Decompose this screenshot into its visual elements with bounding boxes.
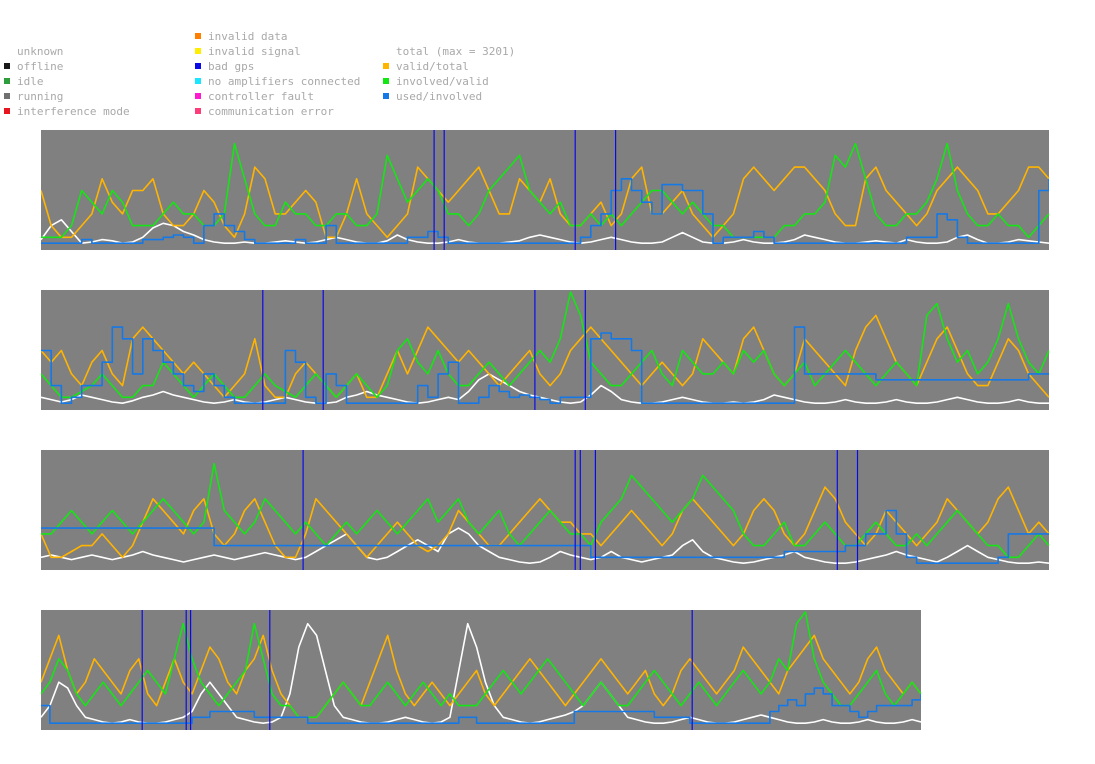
no-amplifiers-swatch <box>195 78 201 84</box>
legend-idle: idle <box>4 75 44 88</box>
plot-background <box>41 290 1049 410</box>
series-line-used-involved <box>41 326 1049 404</box>
series-line-valid-total <box>41 486 1049 559</box>
chart-svg-3 <box>41 450 1049 570</box>
series-line-total <box>41 622 921 724</box>
legend-unknown: unknown <box>17 45 64 58</box>
idle-swatch <box>4 78 10 84</box>
series-line-used-involved <box>41 687 921 724</box>
legend-involved-valid: involved/valid <box>383 75 489 88</box>
series-line-involved-valid <box>41 462 1049 559</box>
chart-panel-4 <box>41 610 921 730</box>
series-line-used-involved <box>41 178 1049 244</box>
involved-valid-swatch <box>383 78 389 84</box>
running-swatch <box>4 93 10 99</box>
controller-fault-swatch <box>195 93 201 99</box>
legend-no-amplifiers: no amplifiers connected <box>195 75 360 88</box>
legend-used-involved: used/involved <box>383 90 482 103</box>
series-line-total <box>41 527 1049 564</box>
chart-svg-4 <box>41 610 921 730</box>
legend-total: total (max = 3201) <box>396 45 516 58</box>
series-line-total <box>41 219 1049 244</box>
legend-bad-gps: bad gps <box>195 60 254 73</box>
legend-offline: offline <box>4 60 63 73</box>
legend-communication-error: communication error <box>195 105 334 118</box>
legend-valid-total: valid/total <box>383 60 469 73</box>
legend: unknown offline idle running interferenc… <box>0 0 1095 120</box>
series-line-total <box>41 373 1049 404</box>
chart-svg-2 <box>41 290 1049 410</box>
series-line-valid-total <box>41 166 1049 239</box>
valid-total-swatch <box>383 63 389 69</box>
chart-panel-1 <box>41 130 1049 250</box>
series-line-valid-total <box>41 634 921 719</box>
legend-invalid-data: invalid data <box>195 30 287 43</box>
invalid-signal-swatch <box>195 48 201 54</box>
invalid-data-swatch <box>195 33 201 39</box>
bad-gps-swatch <box>195 63 201 69</box>
series-line-used-involved <box>41 509 1049 564</box>
chart-svg-1 <box>41 130 1049 250</box>
interference-mode-swatch <box>4 108 10 114</box>
series-line-involved-valid <box>41 611 921 719</box>
chart-panel-2 <box>41 290 1049 410</box>
legend-running: running <box>4 90 63 103</box>
legend-controller-fault: controller fault <box>195 90 314 103</box>
legend-invalid-signal: invalid signal <box>195 45 301 58</box>
chart-panel-3 <box>41 450 1049 570</box>
plot-background <box>41 450 1049 570</box>
offline-swatch <box>4 63 10 69</box>
used-involved-swatch <box>383 93 389 99</box>
legend-interference-mode: interference mode <box>4 105 130 118</box>
communication-error-swatch <box>195 108 201 114</box>
